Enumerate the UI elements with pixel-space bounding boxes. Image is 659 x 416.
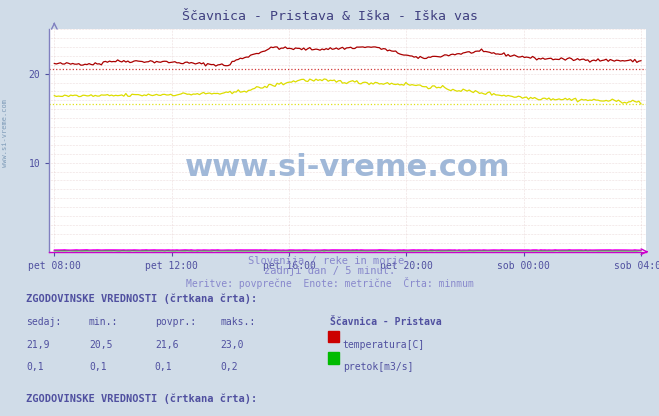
Text: www.si-vreme.com: www.si-vreme.com [185, 153, 510, 182]
Text: min.:: min.: [89, 317, 119, 327]
Text: www.si-vreme.com: www.si-vreme.com [2, 99, 9, 167]
Text: 21,9: 21,9 [26, 340, 50, 350]
Text: povpr.:: povpr.: [155, 317, 196, 327]
Text: Meritve: povprečne  Enote: metrične  Črta: minmum: Meritve: povprečne Enote: metrične Črta:… [186, 277, 473, 289]
Text: maks.:: maks.: [221, 317, 256, 327]
Text: sedaj:: sedaj: [26, 317, 61, 327]
Text: 0,2: 0,2 [221, 362, 239, 372]
Text: 20,5: 20,5 [89, 340, 113, 350]
Text: 0,1: 0,1 [26, 362, 44, 372]
Text: 23,0: 23,0 [221, 340, 244, 350]
Text: ZGODOVINSKE VREDNOSTI (črtkana črta):: ZGODOVINSKE VREDNOSTI (črtkana črta): [26, 293, 258, 304]
Text: 0,1: 0,1 [89, 362, 107, 372]
Text: Ščavnica - Pristava & Iška - Iška vas: Ščavnica - Pristava & Iška - Iška vas [181, 10, 478, 23]
Text: 0,1: 0,1 [155, 362, 173, 372]
Text: temperatura[C]: temperatura[C] [343, 340, 425, 350]
Text: pretok[m3/s]: pretok[m3/s] [343, 362, 413, 372]
Text: Ščavnica - Pristava: Ščavnica - Pristava [330, 317, 441, 327]
Text: zadnji dan / 5 minut.: zadnji dan / 5 minut. [264, 266, 395, 276]
Text: Slovenija / reke in morje.: Slovenija / reke in morje. [248, 256, 411, 266]
Text: ZGODOVINSKE VREDNOSTI (črtkana črta):: ZGODOVINSKE VREDNOSTI (črtkana črta): [26, 393, 258, 404]
Text: 21,6: 21,6 [155, 340, 179, 350]
